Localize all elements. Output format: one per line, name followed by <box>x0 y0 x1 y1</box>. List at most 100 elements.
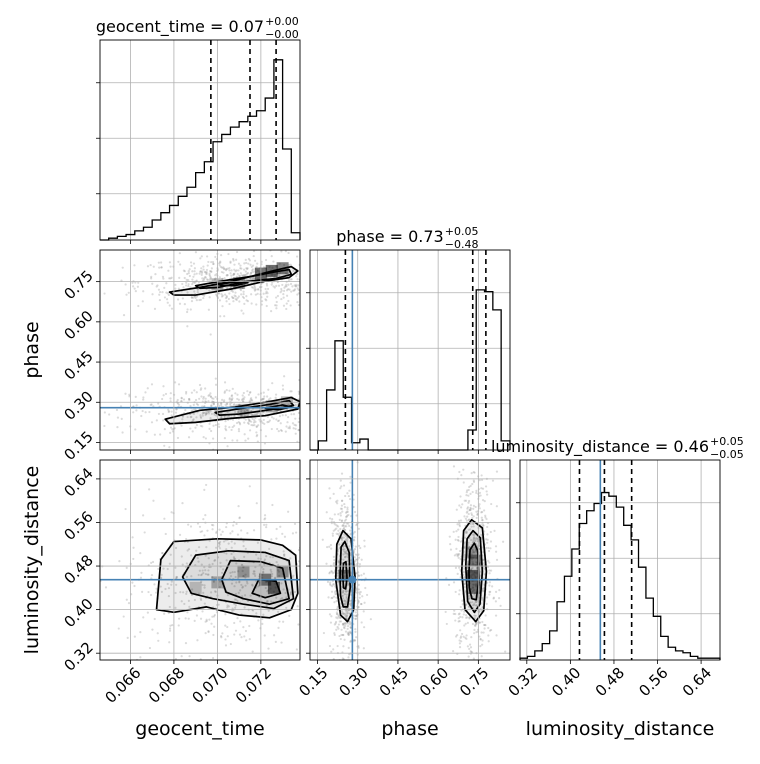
scatter-point <box>358 563 362 566</box>
scatter-point <box>342 590 345 593</box>
scatter-point <box>103 292 106 295</box>
scatter-point <box>473 471 476 474</box>
scatter-point <box>458 593 461 596</box>
scatter-point <box>177 260 180 263</box>
scatter-point <box>241 569 244 573</box>
scatter-point <box>207 630 210 633</box>
scatter-point <box>214 590 217 593</box>
scatter-point <box>222 568 225 571</box>
scatter-point <box>168 446 171 449</box>
scatter-point <box>195 279 198 282</box>
scatter-point <box>344 622 347 625</box>
scatter-point <box>479 494 482 497</box>
scatter-point <box>266 600 269 603</box>
scatter-point <box>163 286 166 289</box>
scatter-point <box>153 307 157 310</box>
scatter-point <box>94 512 96 514</box>
scatter-point <box>342 523 345 526</box>
scatter-point <box>303 275 305 277</box>
scatter-point <box>495 470 499 473</box>
scatter-point <box>254 420 257 423</box>
scatter-point <box>262 613 265 616</box>
scatter-point <box>192 403 195 406</box>
scatter-point <box>285 289 289 292</box>
scatter-point <box>244 584 247 587</box>
scatter-point <box>226 267 229 270</box>
scatter-point <box>226 594 230 597</box>
scatter-point <box>180 400 183 403</box>
scatter-point <box>176 298 180 301</box>
scatter-point <box>314 268 316 270</box>
scatter-point <box>456 634 459 637</box>
scatter-point <box>339 637 342 641</box>
scatter-point <box>278 262 281 265</box>
scatter-point <box>205 410 208 413</box>
scatter-point <box>115 408 119 412</box>
scatter-point <box>242 575 245 578</box>
scatter-point <box>205 278 209 281</box>
scatter-point <box>472 480 476 484</box>
scatter-point <box>486 541 489 544</box>
scatter-point <box>193 273 196 276</box>
scatter-point <box>292 289 295 292</box>
scatter-point <box>345 538 348 541</box>
scatter-point <box>235 403 238 407</box>
scatter-point <box>182 591 185 594</box>
scatter-point <box>220 415 223 418</box>
scatter-point <box>284 591 287 595</box>
scatter-point <box>209 417 212 420</box>
scatter-point <box>265 523 268 526</box>
scatter-point <box>204 620 207 623</box>
scatter-point <box>266 590 269 593</box>
scatter-point <box>256 292 259 295</box>
scatter-point <box>355 614 358 617</box>
contour-line <box>155 537 299 619</box>
scatter-point <box>233 585 236 588</box>
scatter-point <box>490 502 493 506</box>
scatter-point <box>352 550 356 553</box>
scatter-point <box>199 388 202 391</box>
scatter-point <box>145 430 148 433</box>
scatter-point <box>248 624 251 628</box>
scatter-point <box>146 387 149 390</box>
scatter-point <box>293 590 297 594</box>
scatter-point <box>254 566 257 569</box>
scatter-point <box>285 606 288 609</box>
scatter-point <box>224 624 227 627</box>
scatter-point <box>487 546 490 550</box>
scatter-point <box>178 276 181 279</box>
scatter-point <box>363 539 366 542</box>
scatter-point <box>243 606 246 609</box>
scatter-point <box>344 612 347 615</box>
scatter-point <box>175 408 178 411</box>
scatter-point <box>349 603 352 606</box>
scatter-point <box>342 612 345 615</box>
scatter-point <box>205 272 208 276</box>
scatter-point <box>242 566 245 569</box>
scatter-point <box>174 283 177 286</box>
scatter-point <box>185 538 188 541</box>
scatter-point <box>304 588 306 590</box>
scatter-point <box>231 607 234 610</box>
scatter-point <box>231 387 234 390</box>
scatter-point <box>171 623 174 627</box>
scatter-point <box>333 558 336 562</box>
scatter-point <box>161 397 164 401</box>
scatter-point <box>296 293 299 296</box>
scatter-point <box>457 613 460 616</box>
scatter-point <box>480 516 483 519</box>
scatter-point <box>468 616 471 619</box>
scatter-point <box>283 263 286 267</box>
scatter-point <box>240 563 243 566</box>
scatter-point <box>347 522 350 525</box>
scatter-point <box>344 603 347 607</box>
scatter-point <box>221 305 224 308</box>
scatter-point <box>348 548 352 551</box>
scatter-point <box>203 488 206 491</box>
scatter-point <box>341 623 345 626</box>
scatter-point <box>197 546 201 549</box>
scatter-point <box>205 268 209 272</box>
scatter-point <box>223 391 226 394</box>
scatter-point <box>297 284 300 287</box>
scatter-point <box>187 523 190 526</box>
